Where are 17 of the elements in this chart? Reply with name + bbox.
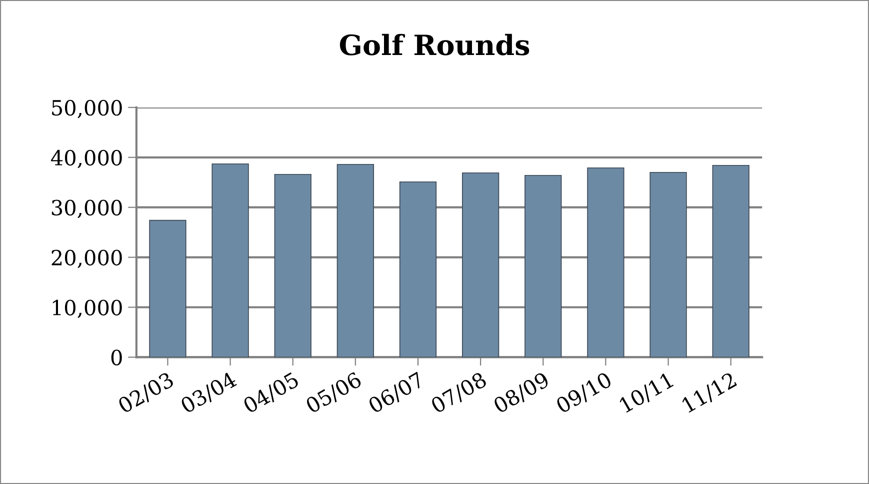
y-tick-label: 0 xyxy=(111,350,122,366)
bar xyxy=(462,172,500,358)
bar xyxy=(650,172,687,358)
y-tick-label: 50,000 xyxy=(52,100,122,118)
bar xyxy=(524,174,562,358)
bar xyxy=(587,167,624,358)
y-tick-label: 10,000 xyxy=(52,300,122,318)
y-tick-label: 30,000 xyxy=(52,200,122,218)
bar xyxy=(212,163,249,358)
y-tick-label: 40,000 xyxy=(50,150,122,168)
bar xyxy=(149,220,186,358)
y-tick-label: 20,000 xyxy=(52,250,122,268)
bar xyxy=(399,181,437,358)
chart-title: Golf Rounds xyxy=(340,34,530,56)
bar xyxy=(712,164,750,358)
bar xyxy=(274,174,312,358)
bar xyxy=(336,164,374,358)
